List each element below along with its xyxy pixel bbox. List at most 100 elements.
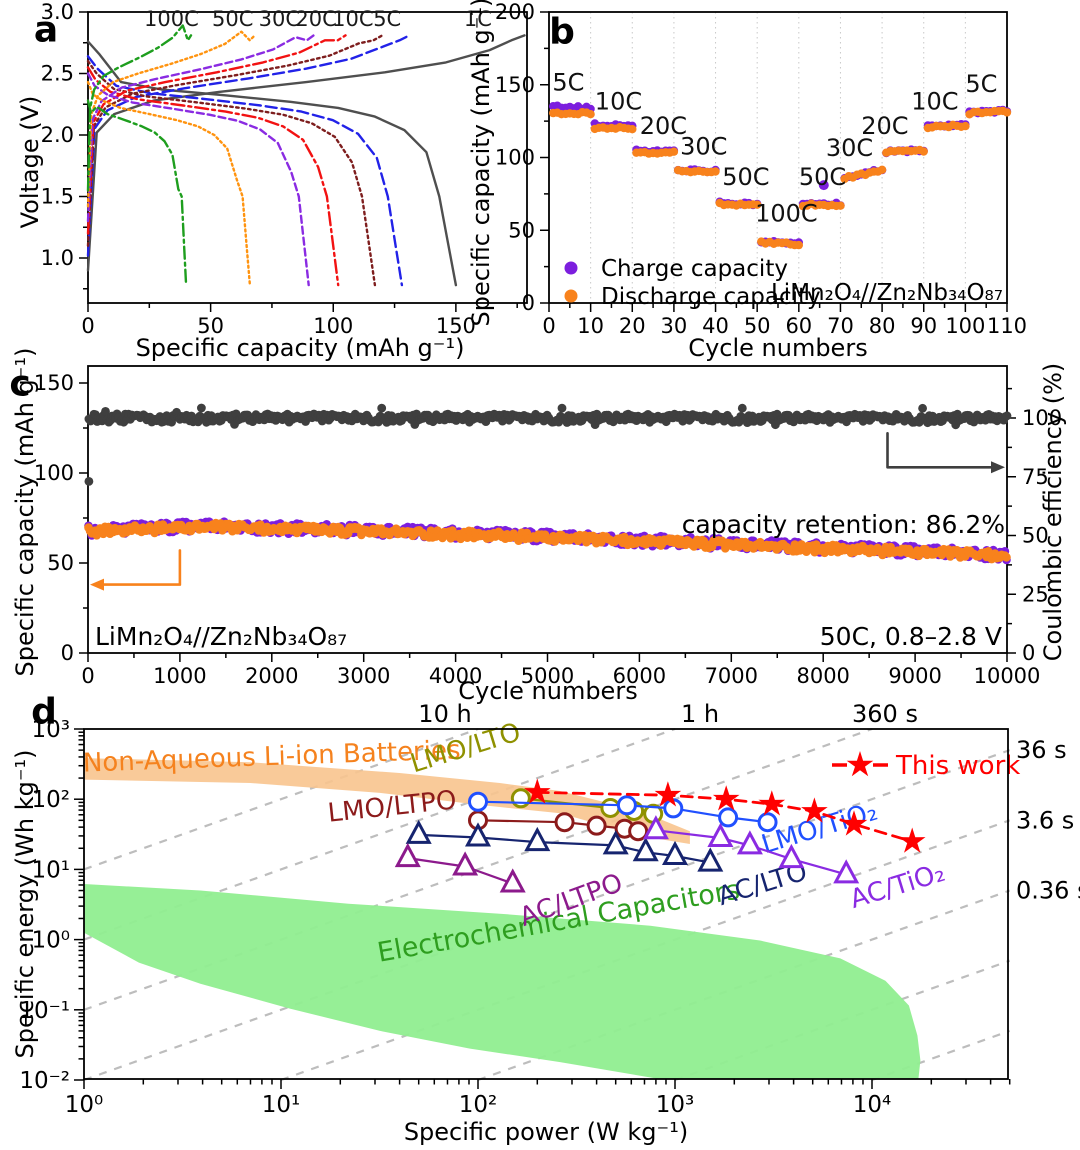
panel-b-plot: 0 10 20 30 40 50 60 70 80 90 100 1100501001502005C1…: [495, 0, 1027, 338]
panel-d-axes: 10⁰ 10¹ 10² 10³ 10⁴ 10⁻² 10⁻¹ 10⁰ 10¹ 10² 10³: [19, 717, 1011, 1118]
svg-text:10²: 10²: [32, 787, 71, 813]
svg-text:100: 100: [313, 314, 353, 338]
svg-text:0: 0: [61, 641, 74, 665]
svg-text:1 h: 1 h: [681, 700, 719, 728]
svg-text:3000: 3000: [337, 664, 390, 688]
svg-text:80: 80: [869, 314, 896, 338]
svg-text:20: 20: [619, 314, 646, 338]
panel-d-plot: Non-Aqueous Li-ion BatteriesElectrochemi…: [19, 700, 1080, 1118]
svg-text:10³: 10³: [656, 1092, 695, 1118]
svg-text:5C: 5C: [965, 70, 997, 98]
svg-text:30: 30: [661, 314, 688, 338]
svg-text:50C: 50C: [799, 163, 846, 191]
gridlines: [590, 12, 966, 303]
rate-curve-1C: [86, 34, 526, 287]
svg-text:8000: 8000: [796, 664, 849, 688]
rate-label-20C: 20C: [295, 7, 336, 31]
svg-text:10¹: 10¹: [32, 857, 71, 883]
discharge-capacity-dots: [549, 106, 1012, 250]
panel-d-letter: d: [31, 691, 57, 733]
this-work-legend: This work: [832, 751, 1020, 781]
svg-text:LMO/LTPO: LMO/LTPO: [326, 785, 458, 828]
svg-text:0: 0: [1022, 641, 1035, 665]
rate-curve-5C: [86, 34, 411, 287]
svg-text:10C: 10C: [332, 7, 373, 31]
svg-text:1.5: 1.5: [41, 185, 74, 209]
svg-text:20C: 20C: [295, 7, 336, 31]
svg-text:This work: This work: [895, 751, 1020, 781]
panel-a-x-axis-label: Specific capacity (mAh g⁻¹): [135, 334, 465, 362]
svg-text:70: 70: [827, 314, 854, 338]
svg-text:2.0: 2.0: [41, 123, 74, 147]
svg-text:0: 0: [81, 314, 94, 338]
panel-d-x-axis-label: Specific power (W kg⁻¹): [403, 1118, 689, 1146]
panel-c-chart: 0 1000 2000 3000 4000 5000 6000 7000 8000 9000 100…: [34, 365, 1062, 688]
svg-text:1C: 1C: [464, 7, 492, 31]
svg-text:Charge capacity: Charge capacity: [601, 256, 788, 282]
svg-text:5C: 5C: [373, 7, 401, 31]
svg-text:10²: 10²: [459, 1092, 498, 1118]
panel-b-y-axis-label: Specific capacity (mAh g⁻¹): [467, 0, 495, 327]
arrow-efficiency: [886, 432, 1005, 474]
discharge-capacity-dots: [84, 518, 1011, 564]
svg-text:10⁰: 10⁰: [65, 1092, 104, 1118]
panel-a-y-axis-label: Voltage (V): [16, 95, 44, 229]
rate-label-100C: 100C: [144, 7, 199, 31]
time-axis-labels: 10 h 1 h 360 s 36 s 3.6 s 0.36 s: [418, 700, 1080, 905]
svg-text:0: 0: [542, 314, 555, 338]
svg-text:150: 150: [436, 314, 476, 338]
svg-text:150: 150: [34, 371, 74, 395]
svg-text:100: 100: [1022, 406, 1062, 430]
svg-text:50C, 0.8–2.8 V: 50C, 0.8–2.8 V: [820, 622, 1002, 651]
svg-text:100: 100: [34, 461, 74, 485]
svg-text:10C: 10C: [911, 87, 958, 115]
panel-c-plot: 0 1000 2000 3000 4000 5000 6000 7000 8000 9000 100…: [34, 365, 1062, 688]
panel-c-right-y-axis-label: Coulombic efficiency (%): [1039, 362, 1067, 662]
panel-c-axes: 0 1000 2000 3000 4000 5000 6000 7000 8000 9000 100…: [34, 365, 1062, 688]
rate-curve-10C: [86, 34, 384, 287]
svg-text:30C: 30C: [259, 7, 300, 31]
svg-text:6000: 6000: [613, 664, 666, 688]
svg-text:50: 50: [47, 551, 74, 575]
region-electrochemical-capacitors: Electrochemical Capacitors: [84, 874, 921, 1080]
svg-text:30C: 30C: [826, 134, 873, 162]
svg-text:9000: 9000: [888, 664, 941, 688]
svg-text:5000: 5000: [521, 664, 574, 688]
svg-text:150: 150: [495, 73, 535, 97]
panel-b-chart: 0 10 20 30 40 50 60 70 80 90 100 1100501001502005C1…: [495, 0, 1027, 338]
svg-text:360 s: 360 s: [852, 700, 918, 728]
svg-text:Discharge capacity: Discharge capacity: [601, 284, 821, 310]
svg-text:60: 60: [785, 314, 812, 338]
coulombic-efficiency-dots: [84, 403, 1012, 486]
svg-text:25: 25: [1022, 582, 1049, 606]
svg-text:110: 110: [987, 314, 1027, 338]
svg-text:90: 90: [910, 314, 937, 338]
svg-text:2000: 2000: [245, 664, 298, 688]
svg-text:100: 100: [945, 314, 985, 338]
svg-text:30C: 30C: [680, 133, 727, 161]
svg-text:7000: 7000: [705, 664, 758, 688]
svg-text:50: 50: [197, 314, 224, 338]
svg-text:100C: 100C: [144, 7, 199, 31]
svg-text:3.0: 3.0: [41, 0, 74, 24]
svg-text:10¹: 10¹: [262, 1092, 301, 1118]
svg-text:10⁻²: 10⁻²: [19, 1068, 70, 1094]
panel-c-x-axis-label: Cycle numbers: [458, 677, 638, 705]
arrow-capacity: [90, 549, 182, 591]
rate-curve-50C: [86, 30, 257, 287]
panel-b-x-axis-label: Cycle numbers: [688, 334, 868, 362]
cell-label: LiMn₂O₄//Zn₂Nb₃₄O₈₇: [771, 280, 1003, 306]
svg-text:0: 0: [522, 291, 535, 315]
rate-label-50C: 50C: [212, 7, 253, 31]
rate-curve-100C: [86, 24, 193, 287]
svg-text:40: 40: [702, 314, 729, 338]
svg-text:10³: 10³: [32, 717, 71, 743]
rate-curve-20C: [86, 34, 347, 287]
panel-b-letter: b: [549, 11, 575, 53]
svg-text:50: 50: [1022, 524, 1049, 548]
svg-text:3.6 s: 3.6 s: [1016, 806, 1074, 834]
